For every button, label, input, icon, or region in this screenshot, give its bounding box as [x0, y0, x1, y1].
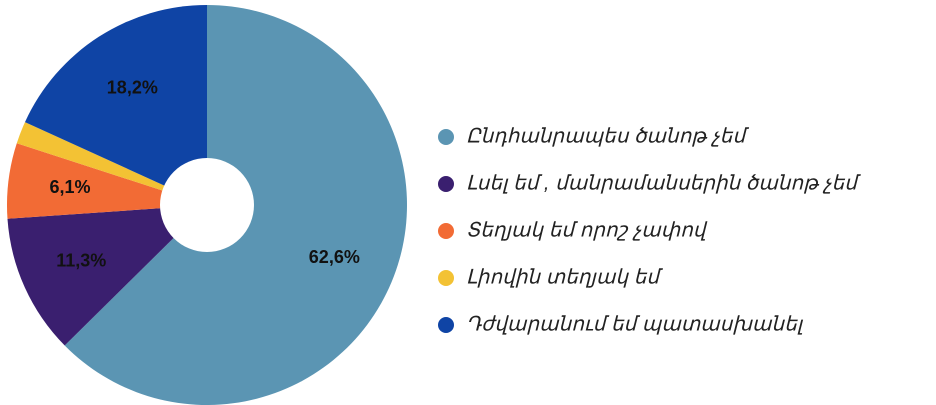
legend-label: Տեղյակ եմ որոշ չափով — [466, 219, 708, 241]
legend-label: Լիովին տեղյակ եմ — [466, 266, 663, 288]
legend-label: Լսել եմ , մանրամանսերին ծանոթ չեմ — [466, 172, 861, 194]
data-label: 18,2% — [107, 78, 158, 98]
pie-slice — [7, 205, 208, 346]
data-label: 6,1% — [50, 177, 91, 197]
donut-hole — [160, 158, 254, 252]
data-label: 11,3% — [56, 251, 106, 271]
legend-marker — [438, 223, 454, 239]
pie-slice — [16, 122, 207, 205]
pie-slice — [24, 5, 207, 205]
data-label: 62,6% — [309, 247, 360, 267]
legend-marker — [438, 176, 454, 192]
legend-label: Դժվարանում եմ պատասխանել — [466, 313, 804, 335]
legend-marker — [438, 129, 454, 145]
legend-marker — [438, 270, 454, 286]
legend-label: Ընդհանրապես ծանոթ չեմ — [466, 125, 749, 147]
legend-marker — [438, 317, 454, 333]
pie-slice — [6, 143, 207, 219]
